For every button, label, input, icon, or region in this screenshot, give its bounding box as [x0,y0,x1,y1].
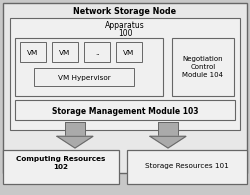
Bar [158,122,178,136]
Bar [65,122,85,136]
Bar [3,150,119,184]
Bar [34,68,134,86]
Bar [172,38,234,96]
Bar [3,3,247,173]
Text: Apparatus: Apparatus [105,21,145,30]
Text: VM Hypervisor: VM Hypervisor [58,75,110,81]
Text: 100: 100 [118,28,132,37]
Text: Computing Resources
102: Computing Resources 102 [16,156,106,170]
Bar [52,42,78,62]
Text: Network Storage Node: Network Storage Node [74,6,176,15]
Polygon shape [57,136,93,148]
Text: VM: VM [28,50,38,56]
Text: ..: .. [95,50,99,56]
Bar [84,42,110,62]
Bar [127,150,247,184]
Polygon shape [150,136,186,148]
Bar [20,42,46,62]
Text: VM: VM [60,50,71,56]
Bar [15,100,235,120]
Text: VM: VM [124,50,134,56]
Bar [10,18,240,130]
Text: Storage Resources 101: Storage Resources 101 [145,163,229,169]
Bar [116,42,142,62]
Bar [15,38,163,96]
Text: Negotiation
Control
Module 104: Negotiation Control Module 104 [182,56,224,78]
Text: Storage Management Module 103: Storage Management Module 103 [52,106,198,115]
